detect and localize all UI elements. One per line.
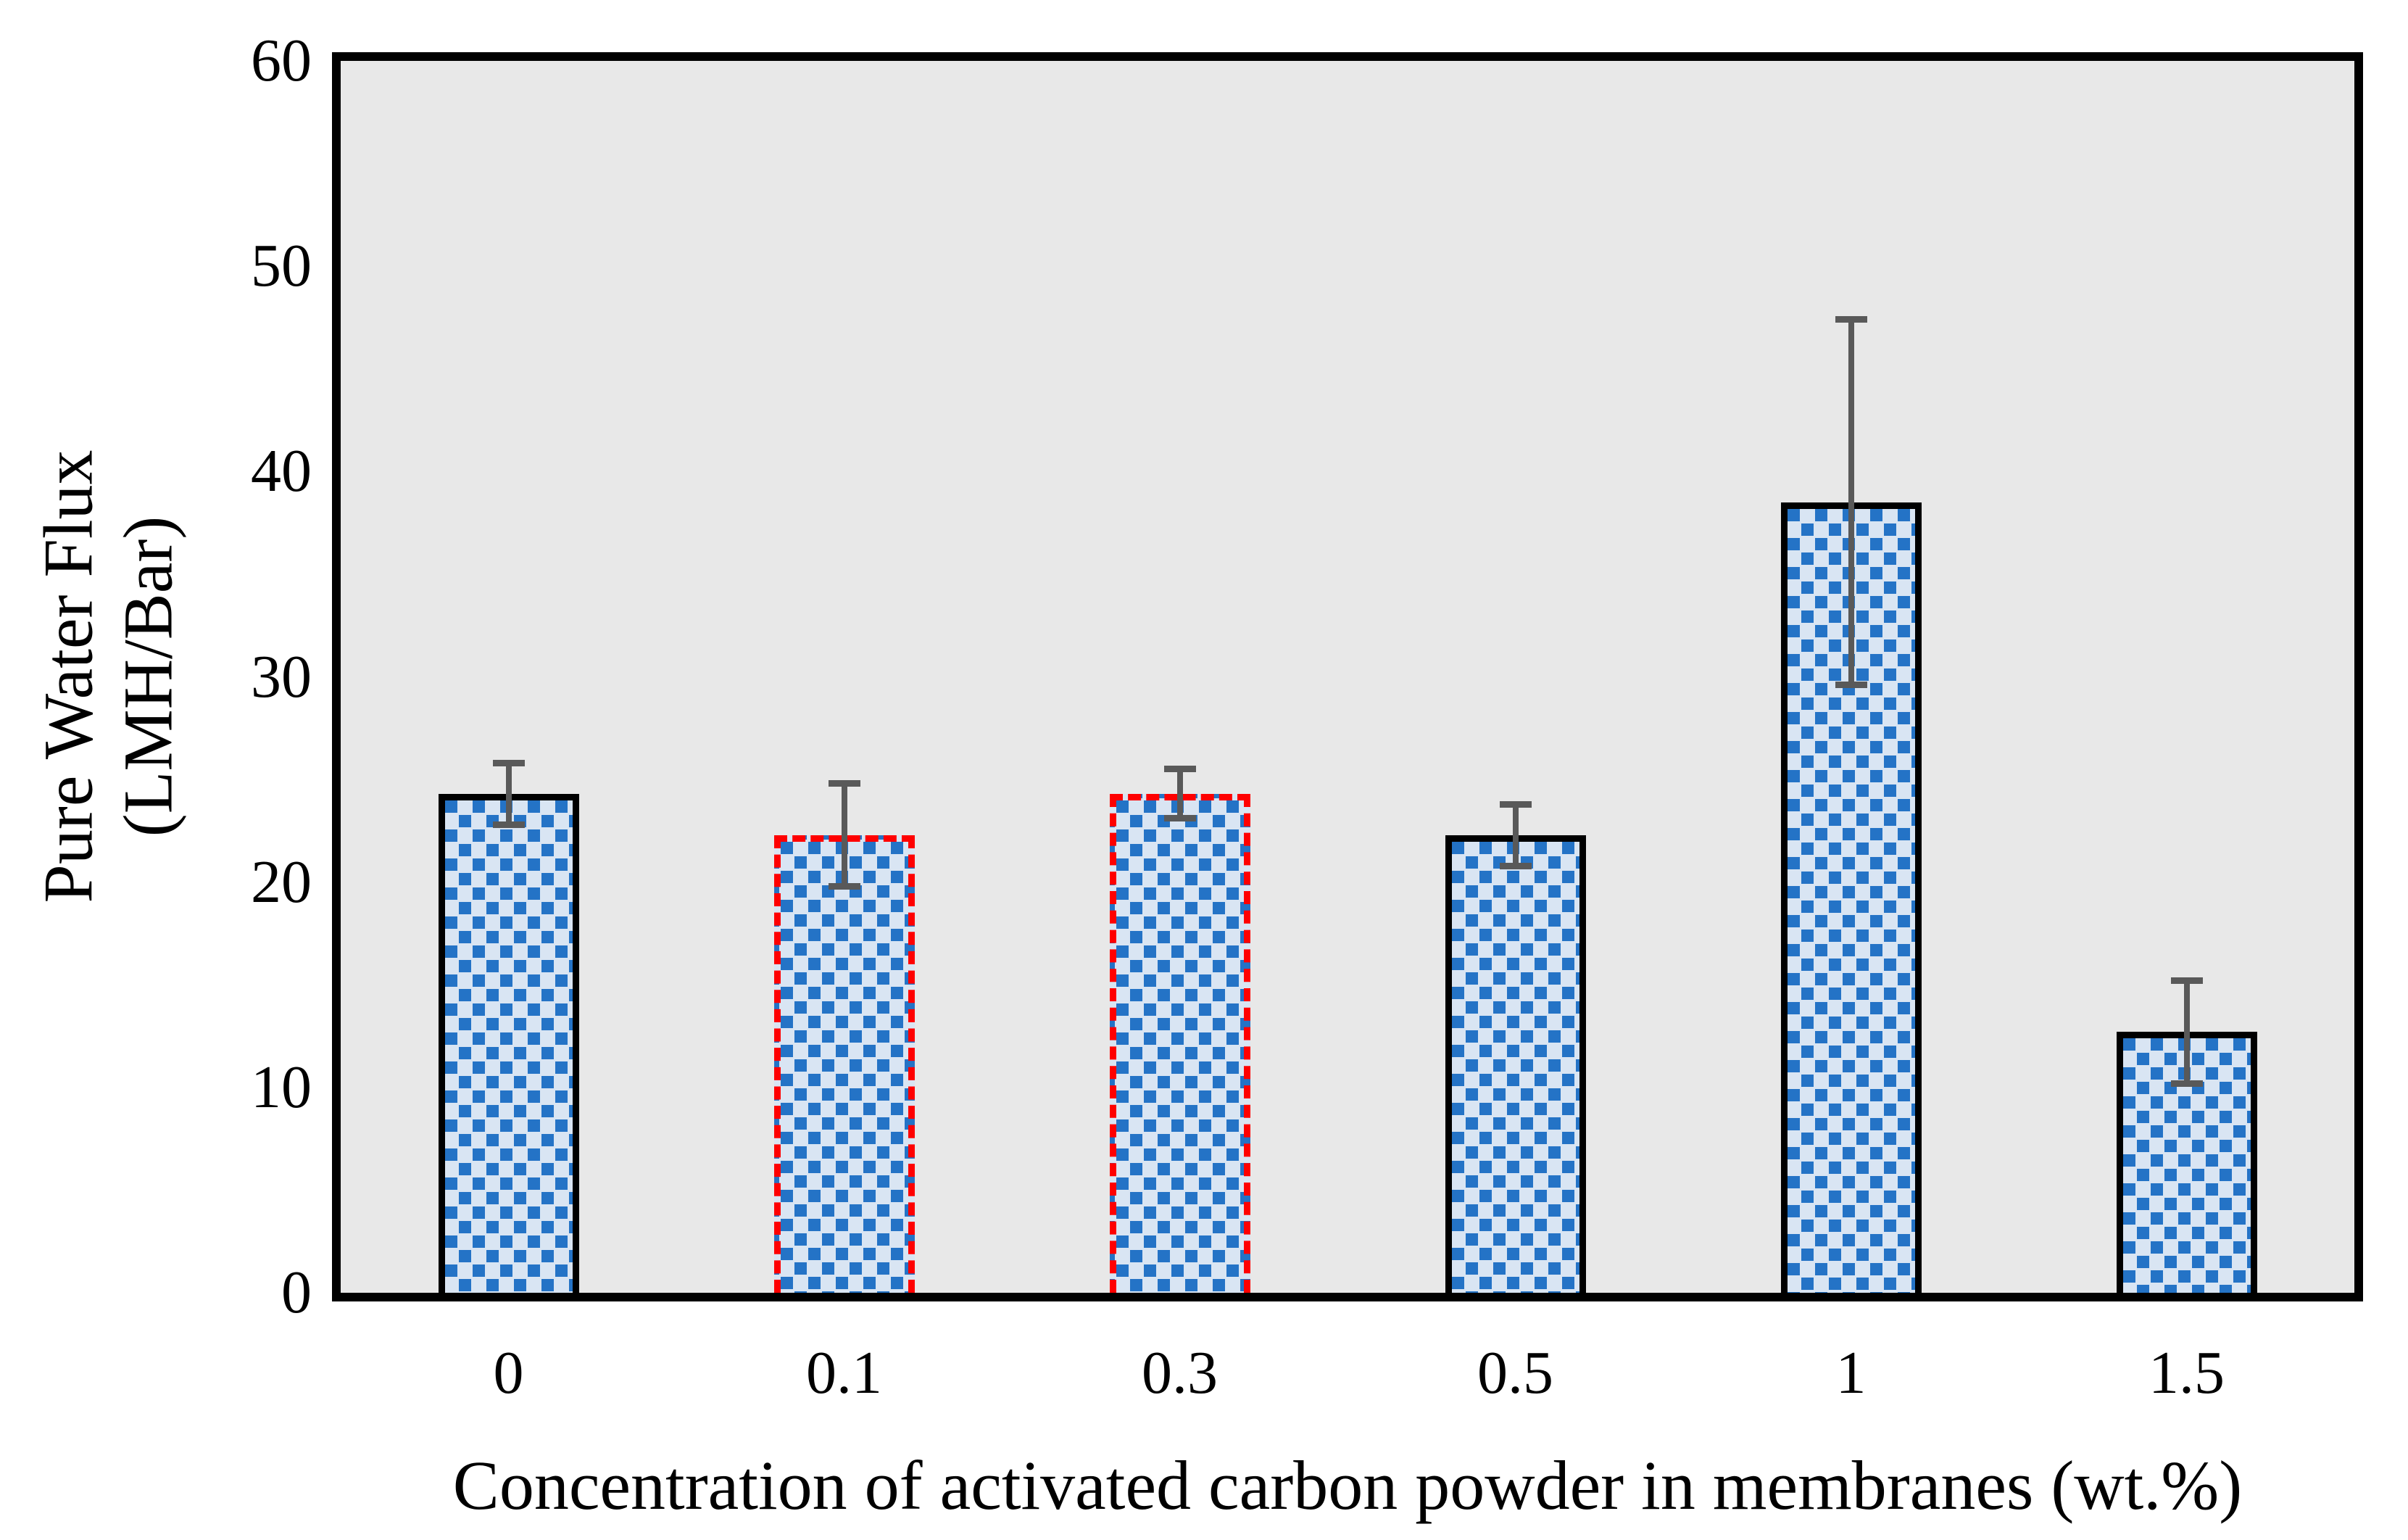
x-tick-label-0.5: 0.5 [1477,1339,1553,1407]
bar-0 [438,793,579,1293]
y-tick-label-60: 60 [251,27,312,94]
bar-0.3 [1109,793,1250,1293]
error-bar-stem-1 [1848,319,1854,685]
error-bar-cap-top-0.3 [1163,766,1196,773]
y-tick-label-40: 40 [251,437,312,505]
y-tick-label-30: 30 [251,642,312,711]
x-tick-label-1.5: 1.5 [2148,1339,2225,1407]
error-bar-cap-bottom-0.1 [828,882,860,890]
error-bar-stem-0.5 [1512,804,1519,866]
error-bar-stem-0.3 [1176,769,1183,819]
error-bar-cap-bottom-1.5 [2170,1080,2203,1087]
y-tick-label-20: 20 [251,848,312,916]
error-bar-cap-top-0 [492,759,525,766]
bar-0.5 [1445,835,1586,1293]
error-bar-cap-bottom-0 [492,821,525,828]
plot-area [332,52,2363,1301]
error-bar-cap-bottom-0.5 [1499,862,1532,869]
error-bar-stem-0.1 [841,783,847,887]
error-bar-stem-0 [505,763,512,825]
y-tick-label-0: 0 [281,1259,312,1326]
error-bar-cap-top-0.5 [1499,800,1532,808]
y-axis-title-line1: Pure Water Flux [29,450,107,903]
error-bar-cap-top-0.1 [828,780,860,787]
x-tick-label-0: 0 [493,1339,524,1407]
error-bar-cap-bottom-0.3 [1163,815,1196,822]
y-tick-label-50: 50 [251,232,312,300]
error-bar-cap-top-1.5 [2170,977,2203,985]
error-bar-cap-bottom-1 [1835,682,1867,689]
x-axis-title: Concentration of activated carbon powder… [452,1446,2243,1524]
error-bar-cap-top-1 [1835,316,1867,323]
x-tick-label-1: 1 [1835,1339,1867,1407]
error-bar-stem-1.5 [2183,980,2190,1084]
x-tick-label-0.1: 0.1 [806,1339,882,1407]
y-tick-label-10: 10 [251,1053,312,1121]
x-tick-label-0.3: 0.3 [1142,1339,1218,1407]
bar-0.1 [773,835,915,1293]
